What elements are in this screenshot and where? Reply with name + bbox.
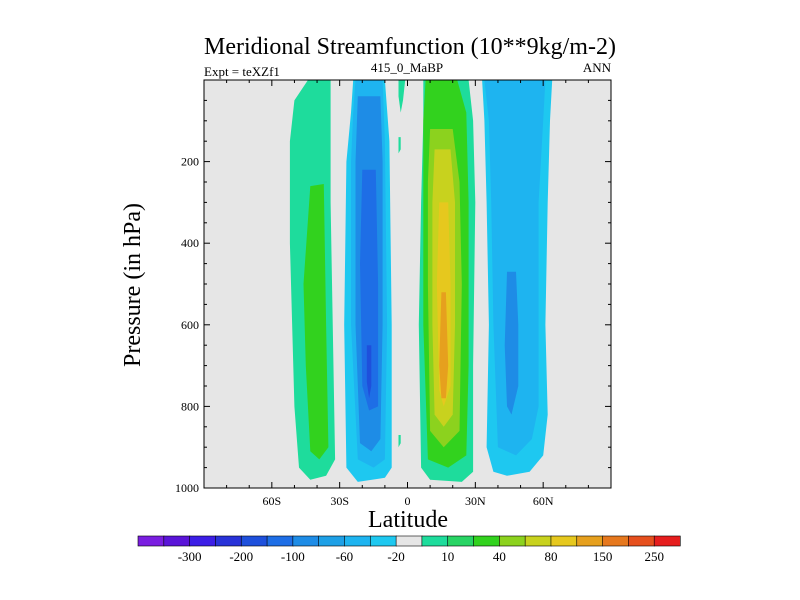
contour-fills — [289, 80, 553, 482]
nh-hadley-cell-core — [439, 292, 449, 399]
colorbar-swatch — [421, 535, 449, 547]
colorbar-label: -20 — [387, 549, 404, 564]
colorbar-swatch — [395, 535, 423, 547]
colorbar-swatch — [240, 535, 268, 547]
colorbar-label: 40 — [493, 549, 506, 564]
x-tick-label: 30S — [330, 494, 349, 508]
colorbar-swatch — [369, 535, 397, 547]
equatorial-filament-2 — [398, 137, 401, 154]
y-tick-label: 200 — [181, 155, 199, 169]
nh-outer-cell-l2 — [484, 80, 546, 456]
colorbar-swatch — [447, 535, 475, 547]
season-label: ANN — [583, 60, 612, 75]
period-label: 415_0_MaBP — [371, 60, 443, 75]
equatorial-filament-3 — [398, 435, 401, 448]
colorbar-swatch — [266, 535, 294, 547]
chart-title: Meridional Streamfunction (10**9kg/m-2) — [204, 34, 616, 60]
colorbar-swatch — [576, 535, 604, 547]
sh-hadley-cell-l4 — [360, 169, 379, 411]
x-tick-label: 60N — [533, 494, 554, 508]
colorbar-swatch — [137, 535, 165, 547]
y-tick-label: 400 — [181, 236, 199, 250]
colorbar: -300 -200 -100 -60 -20 10 40 80 150 250 — [137, 535, 681, 564]
x-axis-title: Latitude — [368, 507, 448, 533]
x-tick-label: 0 — [405, 494, 411, 508]
sh-outer-cell-core — [303, 184, 329, 460]
colorbar-swatch — [215, 535, 242, 547]
y-axis-title: Pressure (in hPa) — [120, 203, 146, 367]
plot-background — [204, 80, 611, 488]
colorbar-label: -60 — [336, 549, 353, 564]
colorbar-swatch — [473, 535, 500, 547]
colorbar-label: -200 — [229, 549, 253, 564]
y-tick-label: 1000 — [175, 481, 199, 495]
colorbar-swatch — [602, 535, 629, 547]
colorbar-swatch — [653, 535, 681, 547]
colorbar-label: 80 — [544, 549, 557, 564]
colorbar-label: -300 — [178, 549, 202, 564]
colorbar-swatch — [628, 535, 655, 547]
colorbar-label: 10 — [441, 549, 454, 564]
sh-hadley-cell-core — [366, 345, 372, 399]
colorbar-swatch — [524, 535, 552, 547]
colorbar-swatch — [292, 535, 320, 547]
y-tick-label: 600 — [181, 318, 199, 332]
colorbar-swatch — [499, 535, 526, 547]
colorbar-label: 250 — [644, 549, 664, 564]
x-tick-label: 30N — [465, 494, 486, 508]
equatorial-filament — [398, 80, 406, 113]
colorbar-swatch — [163, 535, 191, 547]
colorbar-label: -100 — [281, 549, 305, 564]
colorbar-swatch — [189, 535, 217, 547]
colorbar-swatch — [318, 535, 346, 547]
colorbar-swatch — [550, 535, 578, 547]
y-tick-label: 800 — [181, 399, 199, 413]
experiment-label: Expt = teXZf1 — [204, 64, 280, 79]
axis-ticks: 60S 30S 0 30N 60N 200 400 600 800 1000 — [175, 80, 611, 508]
x-tick-label: 60S — [262, 494, 281, 508]
nh-outer-cell-core — [504, 271, 519, 415]
colorbar-label: 150 — [593, 549, 613, 564]
colorbar-swatch — [344, 535, 371, 547]
